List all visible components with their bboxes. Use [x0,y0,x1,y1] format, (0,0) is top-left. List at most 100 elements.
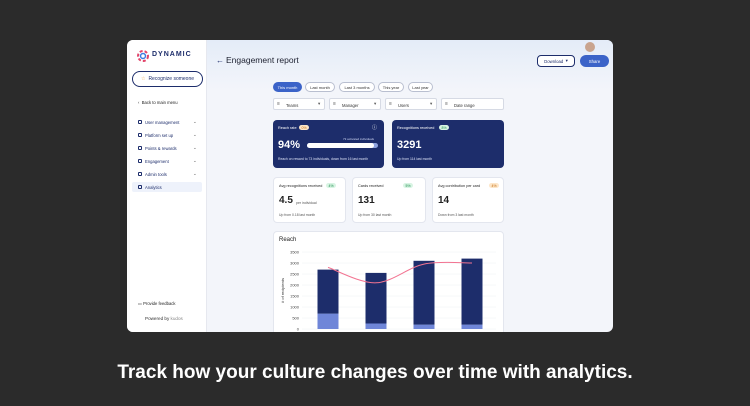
kpi-value: 3291 [397,139,422,151]
back-label: Back to main menu [141,100,178,105]
filter-icon: ≡ [333,101,336,107]
filter-icon: ≡ [277,101,280,107]
kpi-badge: 4% [489,183,500,188]
chart-card: Reach 0 500 1000 1500 2000 2500 3000 3500 # of r… [273,231,504,332]
kpi-info: ⓘ [372,125,378,131]
filter-chevron: ▾ [374,101,377,106]
menu-chevron: ⌄ [193,119,197,124]
filter-chevron: ▾ [318,101,321,106]
filter-label: Manager [342,102,359,108]
logo-mark [137,50,149,62]
menu-active-bg [132,182,202,192]
kpi-card: Cards received 5% 131 Up from 30 last month [352,177,426,223]
y-tick-label: 2000 [290,282,300,287]
caption: Track how your culture changes over time… [117,362,633,383]
button-label: Recognize someone [148,76,195,82]
kpi-value: 94% [278,139,301,151]
kpi-value: 14 [438,195,450,206]
bar-segment [461,324,483,329]
share-label: Share [588,58,601,64]
date-tab[interactable]: This year [378,82,404,92]
y-tick-label: 3500 [290,249,300,254]
kpi-card: Avg recognitions received 4% 4.5 per indivi… [273,177,346,223]
kpi-label: Avg recognitions received [279,184,323,188]
feedback-link[interactable]: ▭ Provide feedback [138,301,176,306]
menu-item[interactable]: Analytics [145,184,162,190]
kpi-badge: 5% [403,183,414,188]
bar-segment [317,313,339,329]
menu-item[interactable]: Engagement [145,158,169,164]
download-button[interactable]: Download ▾ [537,55,575,67]
filter-label: Date range [454,102,475,108]
avatar[interactable] [585,42,595,52]
menu-item[interactable]: Admin tools [145,171,167,177]
y-tick-label: 3000 [290,260,300,265]
filter-dropdown[interactable]: ≡ Users ▾ [385,98,437,110]
y-tick-label: 1000 [290,304,300,309]
share-button[interactable]: Share [580,55,609,67]
menu-icon [138,185,142,189]
line [327,261,473,284]
bar-segment [461,258,483,325]
kpi-value: 4.5 [279,195,293,206]
filter-dropdown[interactable]: ≡ Date range [441,98,504,110]
date-tab[interactable]: Last month [305,82,335,92]
download-label: Download [544,58,564,64]
menu-icon [138,146,142,150]
kpi-note: Up from 0.18 last month [279,213,316,217]
progress-fill [307,143,374,148]
menu-icon [138,159,142,163]
filter-label: Users [398,102,409,108]
kpi-note: Down from 3 last month [438,213,474,217]
chart: 0 500 1000 1500 2000 2500 3000 3500 # of recipie… [280,249,496,331]
menu-item[interactable]: Platform set up [145,132,174,138]
y-tick-label: 1500 [290,293,300,298]
menu-chevron: ⌄ [193,171,197,176]
kpi-badge: 0% [299,125,310,130]
menu-chevron: ⌄ [193,132,197,137]
kpi-note: Reach on reward to 73 individuals, down … [278,157,369,161]
kpi-note: Up from 114 last month [397,157,432,161]
app-window: DYNAMIC ☆ Recognize someone ‹ Back to mai… [127,40,613,332]
kpi-extra: 73 activated individuals [343,137,375,141]
menu-chevron: ⌄ [193,158,197,163]
brand: kudos [170,316,183,321]
filter-dropdown[interactable]: ≡ Teams ▾ [273,98,325,110]
bar-segment [413,260,435,325]
powered-by: Powered by kudos [145,316,183,321]
menu-icon [138,172,142,176]
date-tab[interactable]: This month [273,82,302,92]
date-tab[interactable]: Last year [408,82,433,92]
page-title: Engagement report [226,55,299,65]
filter-icon: ≡ [445,101,448,107]
y-axis-label: # of recipients [280,278,285,303]
y-tick-label: 500 [292,315,299,320]
kpi-card: Recognitions received 8% 3291 Up from 114 l… [392,120,504,168]
filter-label: Teams [286,102,299,108]
y-tick-label: 0 [297,326,300,331]
y-tick-label: 2500 [290,271,300,276]
date-tab[interactable]: Last 3 months [339,82,375,92]
kpi-extra: per individual [296,201,317,205]
menu-item[interactable]: User management [145,119,180,125]
back-link[interactable]: ‹ Back to main menu [138,100,178,105]
filter-icon: ≡ [389,101,392,107]
filter-chevron: ▾ [430,101,433,106]
filter-dropdown[interactable]: ≡ Manager ▾ [329,98,381,110]
kpi-card: Reach rate 0% 94% 73 activated individuals ⓘ… [273,120,384,168]
menu-icon [138,133,142,137]
kpi-label: Cards received [358,184,384,188]
logo-text: DYNAMIC [152,51,192,58]
kpi-card: Avg contribution per card 4% 14 Down from 3… [432,177,504,223]
kpi-label: Avg contribution per card [438,184,481,188]
menu-item[interactable]: Points & rewards [145,145,177,151]
menu-chevron: ⌄ [193,145,197,150]
kpi-label: Recognitions received [397,126,435,130]
kpi-badge: 8% [439,125,450,130]
back-arrow[interactable]: ← [216,56,224,65]
kpi-label: Reach rate [278,126,297,130]
recognize-button[interactable]: ☆ Recognize someone [132,71,203,87]
kpi-note: Up from 30 last month [358,213,392,217]
sidebar: DYNAMIC ☆ Recognize someone ‹ Back to mai… [127,40,207,332]
